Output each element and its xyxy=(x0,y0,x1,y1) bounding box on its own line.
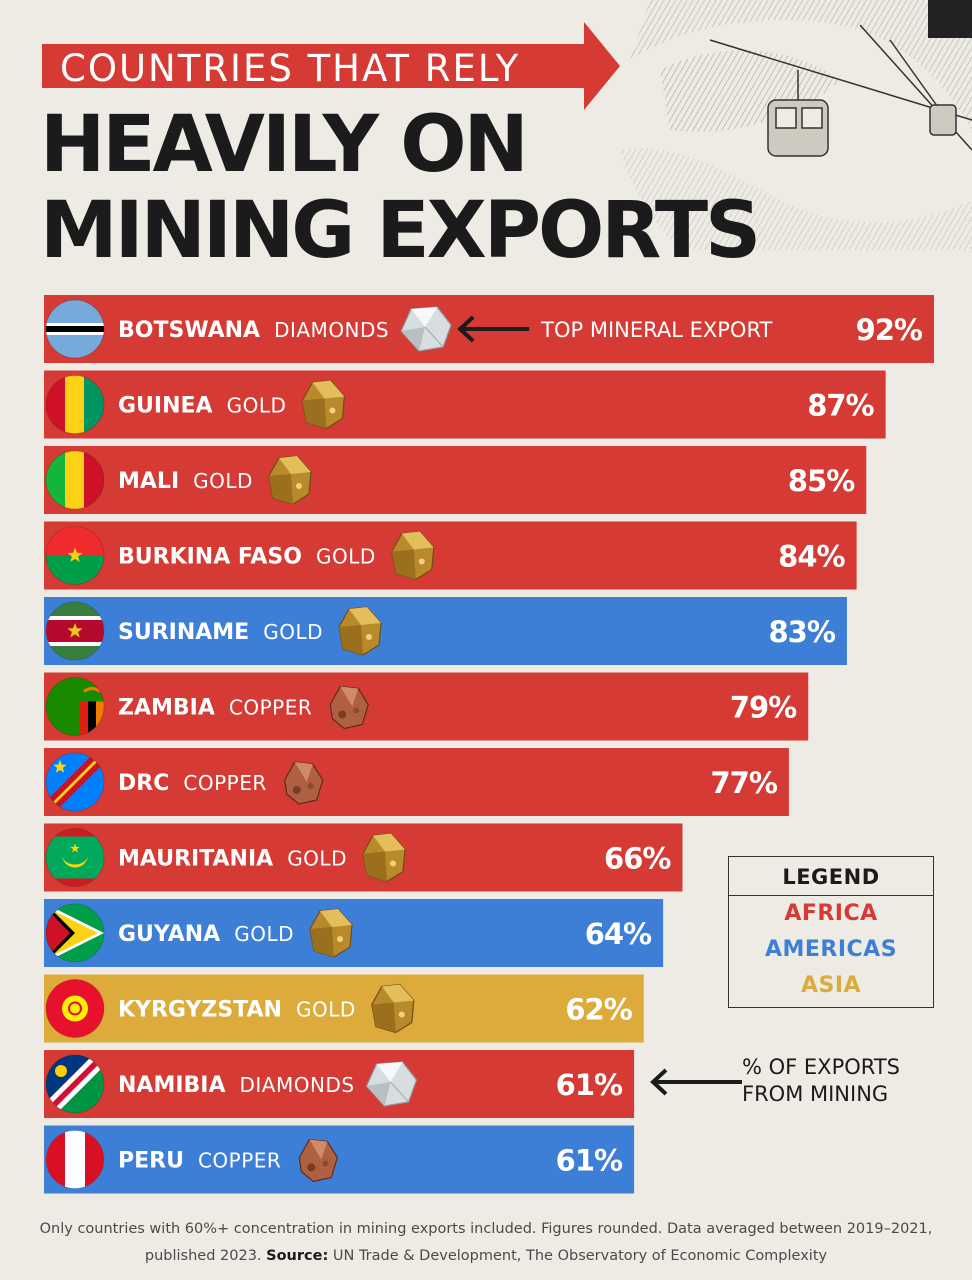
diamonds-icon xyxy=(400,306,452,352)
value-label: 87% xyxy=(807,389,874,423)
legend-item-africa: AFRICA xyxy=(784,901,878,926)
value-label: 61% xyxy=(556,1144,623,1178)
legend: LEGEND AFRICA AMERICAS ASIA xyxy=(728,856,934,1008)
bar-burkina-faso xyxy=(44,521,857,590)
value-label: 84% xyxy=(778,540,845,574)
bar-mali xyxy=(44,446,867,514)
legend-item-americas: AMERICAS xyxy=(764,937,898,962)
gold-icon xyxy=(338,606,382,656)
country-label: GUYANA xyxy=(118,922,220,947)
botswana-flag-icon xyxy=(46,300,104,358)
legend-title: LEGEND xyxy=(729,857,933,896)
country-label: SURINAME xyxy=(118,620,249,645)
gold-icon xyxy=(301,379,345,430)
mineral-label: GOLD xyxy=(296,998,356,1022)
bar-kyrgyzstan xyxy=(44,974,644,1043)
zambia-flag-icon xyxy=(46,677,104,736)
value-label: 62% xyxy=(565,993,632,1027)
drc-flag-icon xyxy=(46,753,104,811)
country-label: NAMIBIA xyxy=(118,1073,226,1098)
value-label: 77% xyxy=(710,766,777,800)
gold-icon xyxy=(309,908,353,958)
value-label: 61% xyxy=(556,1068,623,1102)
peru-flag-icon xyxy=(46,1130,104,1189)
mauritania-flag-icon xyxy=(46,828,104,887)
mineral-label: COPPER xyxy=(229,696,312,720)
gold-icon xyxy=(391,530,435,581)
value-label: 66% xyxy=(604,842,671,876)
footer-note: Only countries with 60%+ concentration i… xyxy=(39,1221,933,1237)
bar-guyana xyxy=(44,899,664,967)
country-label: BOTSWANA xyxy=(118,318,260,343)
diamonds-icon xyxy=(365,1061,418,1107)
value-label: 83% xyxy=(769,615,836,649)
bar-guinea xyxy=(44,370,886,439)
footer-published: published 2023. xyxy=(144,1248,262,1264)
pct-exports-line-2: FROM MINING xyxy=(742,1082,889,1106)
value-label: 85% xyxy=(788,464,855,498)
bar-namibia xyxy=(44,1050,635,1118)
suriname-flag-icon xyxy=(46,602,104,660)
country-label: BURKINA FASO xyxy=(118,545,302,570)
legend-item-asia: ASIA xyxy=(800,973,862,998)
pct-exports-note: % OF EXPORTS FROM MINING xyxy=(742,1054,962,1108)
country-label: DRC xyxy=(118,771,169,796)
title-line-2: HEAVILY ON xyxy=(40,100,529,190)
source-label: Source: xyxy=(266,1248,329,1264)
bar-peru xyxy=(44,1125,635,1194)
copper-icon xyxy=(329,685,369,730)
title-line-1: COUNTRIES THAT RELY xyxy=(60,47,521,90)
value-label: 64% xyxy=(585,917,652,951)
guyana-flag-icon xyxy=(46,904,104,962)
value-label: 92% xyxy=(856,313,923,347)
copper-icon xyxy=(298,1138,338,1183)
gold-icon xyxy=(362,832,406,883)
country-label: KYRGYZSTAN xyxy=(118,998,282,1023)
mining-cable-car-illustration xyxy=(620,0,972,250)
mineral-label: DIAMONDS xyxy=(274,318,389,342)
mineral-label: GOLD xyxy=(287,847,347,871)
mineral-label: GOLD xyxy=(234,922,294,946)
banner-arrow-shape xyxy=(42,22,620,110)
footer-source: published 2023. Source: UN Trade & Devel… xyxy=(0,1243,972,1270)
mineral-label: DIAMONDS xyxy=(240,1073,355,1097)
value-label: 79% xyxy=(730,691,797,725)
left-arrow-icon xyxy=(650,1068,742,1096)
mineral-label: COPPER xyxy=(198,1149,281,1173)
title-banner: COUNTRIES THAT RELY xyxy=(42,22,620,110)
bar-drc xyxy=(44,748,789,816)
country-label: MAURITANIA xyxy=(118,847,273,872)
mineral-label: COPPER xyxy=(183,771,266,795)
bar-suriname xyxy=(44,597,847,665)
country-label: GUINEA xyxy=(118,394,213,419)
top-mineral-annotation: TOP MINERAL EXPORT xyxy=(540,318,772,342)
gold-icon xyxy=(268,455,312,505)
mineral-label: GOLD xyxy=(227,394,287,418)
mineral-label: GOLD xyxy=(316,545,376,569)
mineral-label: GOLD xyxy=(263,620,323,644)
country-label: ZAMBIA xyxy=(118,696,215,721)
pct-exports-line-1: % OF EXPORTS xyxy=(742,1055,900,1079)
mali-flag-icon xyxy=(46,451,104,509)
source-text: UN Trade & Development, The Observatory … xyxy=(332,1248,828,1264)
copper-icon xyxy=(284,761,324,805)
kyrgyzstan-flag-icon xyxy=(46,979,104,1038)
country-label: PERU xyxy=(118,1149,184,1174)
left-arrow-icon xyxy=(457,315,530,343)
gold-icon xyxy=(371,983,415,1034)
bar-zambia xyxy=(44,672,809,741)
mineral-label: GOLD xyxy=(193,469,253,493)
footer: Only countries with 60%+ concentration i… xyxy=(0,1216,972,1270)
title-line-3: MINING EXPORTS xyxy=(40,186,761,276)
guinea-flag-icon xyxy=(46,375,104,434)
country-label: MALI xyxy=(118,469,179,494)
namibia-flag-icon xyxy=(46,1055,104,1113)
